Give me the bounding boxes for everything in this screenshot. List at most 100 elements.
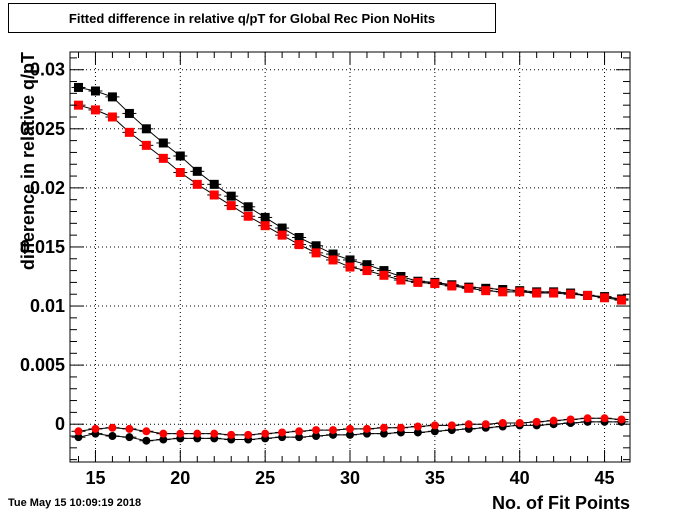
data-point — [108, 432, 117, 441]
data-point — [124, 127, 134, 137]
data-point — [192, 166, 202, 176]
data-point — [108, 423, 117, 432]
data-point — [329, 426, 338, 435]
data-point — [549, 416, 558, 425]
data-point — [209, 179, 219, 189]
data-point — [91, 424, 100, 433]
x-tick-label: 25 — [255, 468, 275, 488]
data-point — [328, 249, 338, 259]
data-point — [243, 202, 253, 212]
data-point — [125, 424, 134, 433]
data-point — [142, 436, 151, 445]
data-point — [566, 289, 576, 299]
y-tick-label: 0.03 — [30, 60, 65, 80]
data-point — [193, 429, 202, 438]
x-tick-label: 45 — [595, 468, 615, 488]
y-tick-label: 0.02 — [30, 178, 65, 198]
data-point — [226, 191, 236, 201]
data-point — [600, 293, 610, 303]
data-point — [379, 423, 388, 432]
data-point — [379, 270, 389, 280]
data-point — [142, 427, 151, 436]
data-point — [176, 429, 185, 438]
data-point — [141, 124, 151, 134]
data-point — [345, 255, 355, 265]
data-point — [74, 427, 83, 436]
data-point — [583, 290, 593, 300]
data-point — [362, 424, 371, 433]
data-point — [294, 240, 304, 250]
x-tick-label: 40 — [510, 468, 530, 488]
x-axis-title: No. of Fit Points — [492, 493, 630, 513]
data-point — [125, 433, 134, 442]
data-point — [430, 427, 439, 436]
data-point — [481, 420, 490, 429]
data-point — [210, 429, 219, 438]
data-point — [159, 435, 168, 444]
data-point — [107, 92, 117, 102]
data-point — [362, 266, 372, 276]
y-tick-label: 0.005 — [20, 355, 65, 375]
data-point — [430, 421, 439, 430]
data-point — [243, 211, 253, 221]
data-point — [549, 288, 559, 298]
data-point — [464, 283, 474, 293]
data-point — [345, 262, 355, 272]
data-point — [74, 433, 83, 442]
data-point — [413, 277, 423, 287]
data-point — [498, 287, 508, 297]
y-axis-title: difference in relative q/pT — [18, 52, 38, 270]
data-point — [159, 429, 168, 438]
title-box: Fitted difference in relative q/pT for G… — [8, 3, 496, 33]
data-point — [260, 221, 270, 231]
data-point — [346, 424, 354, 433]
data-point — [532, 417, 541, 426]
data-point — [464, 420, 473, 429]
data-point — [583, 414, 592, 423]
data-point — [90, 86, 100, 96]
data-point — [379, 429, 388, 438]
data-point — [396, 275, 406, 285]
y-tick-label: 0.01 — [30, 296, 65, 316]
data-point — [227, 430, 236, 439]
data-point — [175, 151, 185, 161]
data-point — [124, 108, 134, 118]
data-point — [158, 153, 168, 163]
x-tick-label: 15 — [85, 468, 105, 488]
y-tick-label: 0.025 — [20, 119, 65, 139]
timestamp: Tue May 15 10:09:19 2018 — [8, 497, 142, 509]
x-tick-label: 35 — [425, 468, 445, 488]
data-point — [311, 248, 321, 258]
data-point — [515, 419, 524, 428]
data-point — [346, 430, 354, 439]
x-tick-label: 30 — [340, 468, 360, 488]
data-point — [396, 423, 405, 432]
data-point — [260, 212, 270, 222]
data-point — [226, 201, 236, 211]
data-point — [600, 414, 609, 423]
data-point — [73, 100, 83, 110]
y-tick-label: 0.015 — [20, 237, 65, 257]
y-tick-label: 0 — [55, 414, 65, 434]
data-point — [328, 255, 338, 265]
chart-title: Fitted difference in relative q/pT for G… — [68, 10, 436, 26]
data-point — [413, 422, 422, 431]
data-point — [192, 179, 202, 189]
data-point — [481, 286, 491, 296]
data-point — [617, 295, 627, 305]
data-point — [498, 419, 507, 428]
data-point — [362, 260, 372, 270]
data-point — [175, 168, 185, 178]
data-point — [90, 105, 100, 115]
data-point — [278, 428, 287, 437]
data-point — [277, 223, 287, 233]
data-point — [73, 82, 83, 92]
data-point — [209, 190, 219, 200]
data-point — [158, 138, 168, 148]
data-point — [515, 287, 525, 297]
series-layer — [71, 82, 629, 445]
tick-label-layer: 15 20 25 30 35 40 45 0 0.005 0.01 0.015 0.02 0.025 0.… — [20, 60, 615, 488]
data-point — [532, 288, 542, 298]
data-point — [295, 427, 304, 436]
